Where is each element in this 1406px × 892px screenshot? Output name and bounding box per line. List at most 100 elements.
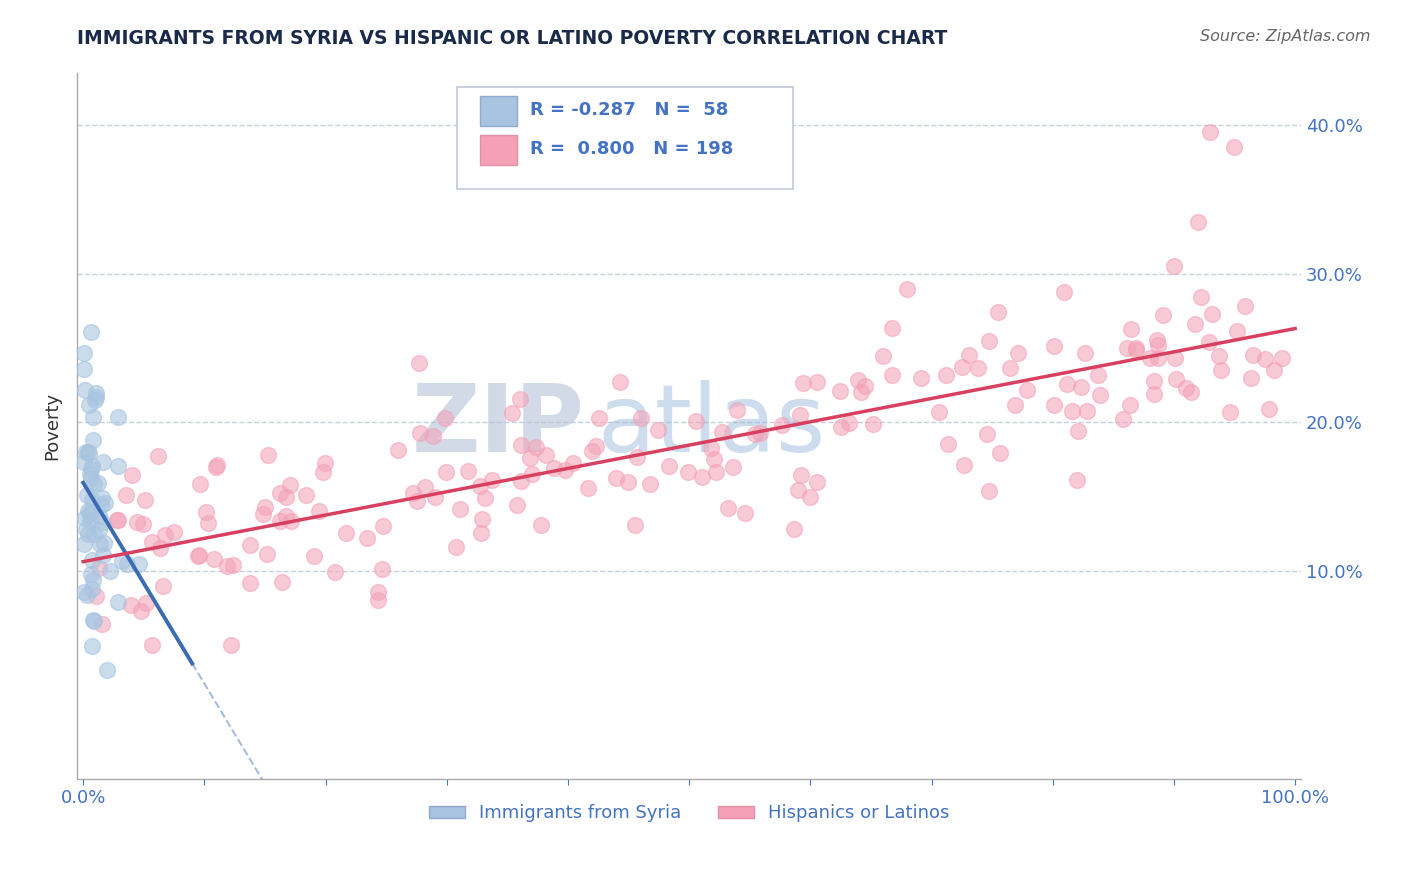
Point bbox=[685, 414, 707, 428]
Point bbox=[678, 465, 700, 479]
Point bbox=[146, 450, 169, 464]
Point bbox=[624, 517, 647, 532]
Point bbox=[141, 535, 163, 549]
Point bbox=[131, 517, 153, 532]
Point bbox=[1187, 214, 1209, 228]
Point bbox=[239, 576, 262, 591]
Point bbox=[690, 470, 713, 484]
Point bbox=[153, 528, 176, 542]
Point bbox=[413, 480, 436, 494]
Point bbox=[1125, 341, 1147, 355]
Point bbox=[1263, 363, 1285, 377]
Point bbox=[449, 501, 471, 516]
FancyBboxPatch shape bbox=[479, 96, 516, 126]
Point bbox=[846, 373, 869, 387]
Text: Source: ZipAtlas.com: Source: ZipAtlas.com bbox=[1201, 29, 1371, 44]
Point bbox=[988, 445, 1011, 459]
Point bbox=[647, 423, 669, 437]
Point bbox=[1180, 385, 1202, 400]
Point bbox=[80, 553, 103, 567]
Point bbox=[1163, 351, 1185, 366]
Point bbox=[98, 564, 121, 578]
Point bbox=[107, 595, 129, 609]
Point bbox=[128, 557, 150, 571]
Point bbox=[1201, 307, 1223, 321]
Point bbox=[717, 501, 740, 516]
Point bbox=[609, 375, 631, 389]
Point bbox=[987, 305, 1010, 319]
Point bbox=[872, 349, 894, 363]
Point bbox=[1234, 299, 1257, 313]
Point bbox=[1053, 285, 1076, 299]
Point bbox=[270, 575, 292, 590]
Point bbox=[76, 445, 98, 459]
Point bbox=[896, 282, 918, 296]
Point bbox=[626, 450, 648, 465]
Point bbox=[1189, 290, 1212, 304]
Legend: Immigrants from Syria, Hispanics or Latinos: Immigrants from Syria, Hispanics or Lati… bbox=[422, 797, 956, 830]
Point bbox=[1166, 372, 1188, 386]
Point bbox=[1143, 375, 1166, 389]
Point bbox=[1174, 381, 1197, 395]
Point bbox=[1112, 412, 1135, 426]
Point bbox=[1258, 402, 1281, 417]
Point bbox=[1056, 376, 1078, 391]
Point bbox=[80, 471, 103, 485]
Point bbox=[83, 392, 105, 407]
Point bbox=[581, 443, 603, 458]
Point bbox=[141, 638, 163, 652]
Point bbox=[269, 514, 291, 528]
Point bbox=[1241, 348, 1264, 362]
Point bbox=[197, 516, 219, 531]
Point bbox=[446, 541, 468, 555]
Point bbox=[93, 536, 115, 550]
Text: IMMIGRANTS FROM SYRIA VS HISPANIC OR LATINO POVERTY CORRELATION CHART: IMMIGRANTS FROM SYRIA VS HISPANIC OR LAT… bbox=[77, 29, 948, 47]
Point bbox=[308, 504, 330, 518]
Point bbox=[294, 488, 316, 502]
Point bbox=[967, 361, 990, 376]
Point bbox=[80, 458, 103, 473]
Point bbox=[80, 462, 103, 476]
Point bbox=[1226, 324, 1249, 338]
Point bbox=[367, 592, 389, 607]
Point bbox=[703, 451, 725, 466]
Point bbox=[187, 548, 209, 562]
Point bbox=[312, 465, 335, 479]
Point bbox=[830, 420, 852, 434]
Point bbox=[80, 492, 103, 507]
Point bbox=[585, 439, 607, 453]
Point bbox=[744, 426, 766, 441]
Point bbox=[605, 471, 627, 485]
Point bbox=[434, 465, 457, 479]
Point bbox=[748, 425, 770, 440]
Point bbox=[1271, 351, 1294, 366]
Point bbox=[588, 411, 610, 425]
Point bbox=[1060, 403, 1083, 417]
Point bbox=[1067, 424, 1090, 438]
Point bbox=[1115, 341, 1137, 355]
Point bbox=[129, 603, 152, 617]
Point bbox=[149, 541, 172, 555]
Point bbox=[135, 596, 157, 610]
Point bbox=[73, 346, 96, 360]
Point bbox=[373, 518, 395, 533]
Point bbox=[274, 490, 297, 504]
Text: R =  0.800   N = 198: R = 0.800 N = 198 bbox=[530, 140, 734, 158]
Point bbox=[554, 463, 576, 477]
Point bbox=[335, 525, 357, 540]
Point bbox=[90, 491, 112, 505]
Point bbox=[838, 416, 860, 430]
Point bbox=[1152, 308, 1174, 322]
Y-axis label: Poverty: Poverty bbox=[44, 392, 60, 460]
FancyBboxPatch shape bbox=[457, 87, 793, 189]
Point bbox=[423, 490, 446, 504]
Point bbox=[82, 410, 104, 425]
Point bbox=[367, 585, 389, 599]
Point bbox=[880, 320, 903, 334]
Point bbox=[638, 476, 661, 491]
Point bbox=[204, 460, 226, 475]
Point bbox=[950, 359, 973, 374]
Point bbox=[76, 445, 98, 459]
Point bbox=[405, 494, 427, 508]
Point bbox=[725, 403, 748, 417]
